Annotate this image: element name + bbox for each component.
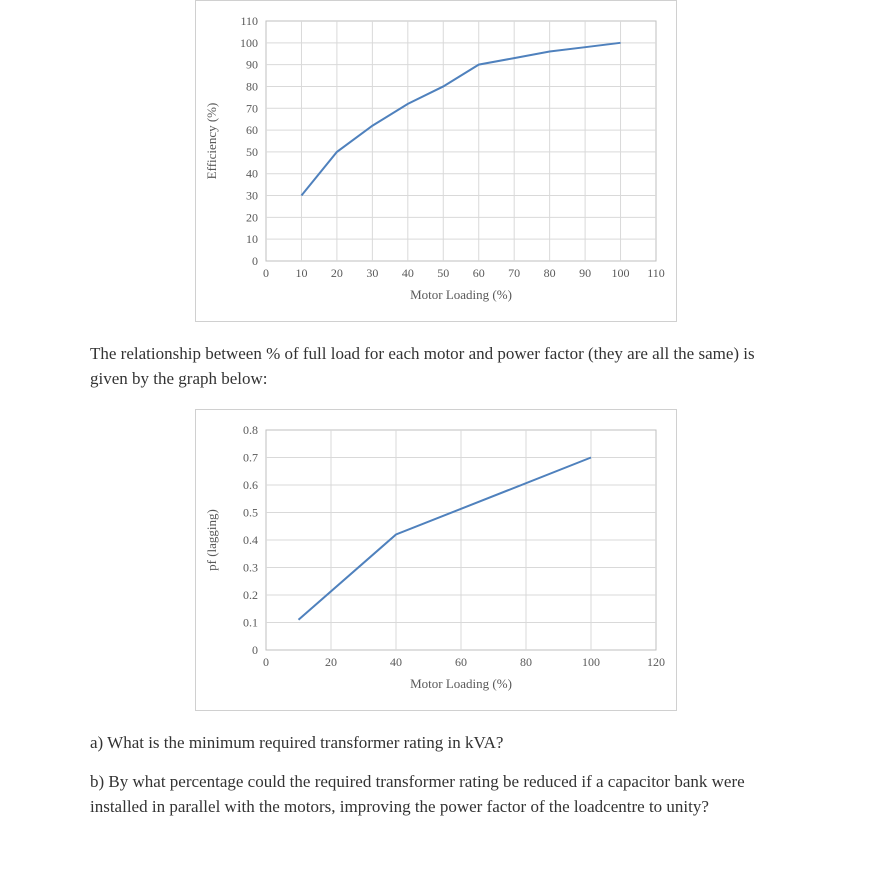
svg-text:0.4: 0.4 [243, 533, 258, 547]
svg-text:0.1: 0.1 [243, 616, 258, 630]
svg-text:30: 30 [246, 189, 258, 203]
efficiency-chart: 0 10 20 30 40 50 60 70 80 90 100 110 0 10 20 30 40 50 60 70… [195, 0, 677, 322]
svg-text:0.2: 0.2 [243, 588, 258, 602]
svg-text:120: 120 [647, 655, 665, 669]
svg-text:0: 0 [263, 655, 269, 669]
powerfactor-chart: 0 20 40 60 80 100 120 0 0.1 0.2 0.3 0.4 0.5 0.6 0.7 0.8… [195, 409, 677, 711]
svg-text:0: 0 [263, 266, 269, 280]
svg-text:20: 20 [325, 655, 337, 669]
svg-text:50: 50 [246, 145, 258, 159]
svg-text:0: 0 [252, 254, 258, 268]
svg-text:100: 100 [612, 266, 630, 280]
svg-text:Motor Loading (%): Motor Loading (%) [410, 287, 512, 302]
svg-text:10: 10 [246, 232, 258, 246]
svg-text:60: 60 [246, 123, 258, 137]
svg-text:0.6: 0.6 [243, 478, 258, 492]
svg-text:40: 40 [390, 655, 402, 669]
powerfactor-chart-svg: 0 20 40 60 80 100 120 0 0.1 0.2 0.3 0.4 0.5 0.6 0.7 0.8… [196, 420, 676, 700]
svg-text:0.8: 0.8 [243, 423, 258, 437]
svg-text:110: 110 [647, 266, 665, 280]
svg-text:0.3: 0.3 [243, 561, 258, 575]
svg-text:60: 60 [455, 655, 467, 669]
question-b: b) By what percentage could the required… [90, 770, 792, 819]
svg-text:pf (lagging): pf (lagging) [204, 509, 219, 571]
svg-text:0.5: 0.5 [243, 506, 258, 520]
svg-text:0: 0 [252, 643, 258, 657]
svg-text:80: 80 [246, 79, 258, 93]
svg-text:50: 50 [437, 266, 449, 280]
question-a: a) What is the minimum required transfor… [90, 731, 792, 756]
svg-text:40: 40 [402, 266, 414, 280]
svg-text:20: 20 [246, 210, 258, 224]
svg-text:70: 70 [508, 266, 520, 280]
svg-text:100: 100 [582, 655, 600, 669]
intro-paragraph: The relationship between % of full load … [90, 342, 792, 391]
svg-text:80: 80 [544, 266, 556, 280]
svg-text:90: 90 [246, 58, 258, 72]
svg-text:10: 10 [295, 266, 307, 280]
svg-text:70: 70 [246, 101, 258, 115]
svg-text:90: 90 [579, 266, 591, 280]
svg-text:40: 40 [246, 167, 258, 181]
svg-text:0.7: 0.7 [243, 451, 258, 465]
svg-text:80: 80 [520, 655, 532, 669]
svg-text:Motor Loading (%): Motor Loading (%) [410, 676, 512, 691]
svg-text:60: 60 [473, 266, 485, 280]
svg-text:30: 30 [366, 266, 378, 280]
svg-text:20: 20 [331, 266, 343, 280]
svg-text:100: 100 [240, 36, 258, 50]
svg-text:110: 110 [240, 14, 258, 28]
efficiency-chart-svg: 0 10 20 30 40 50 60 70 80 90 100 110 0 10 20 30 40 50 60 70… [196, 11, 676, 311]
svg-text:Efficiency (%): Efficiency (%) [204, 103, 219, 180]
